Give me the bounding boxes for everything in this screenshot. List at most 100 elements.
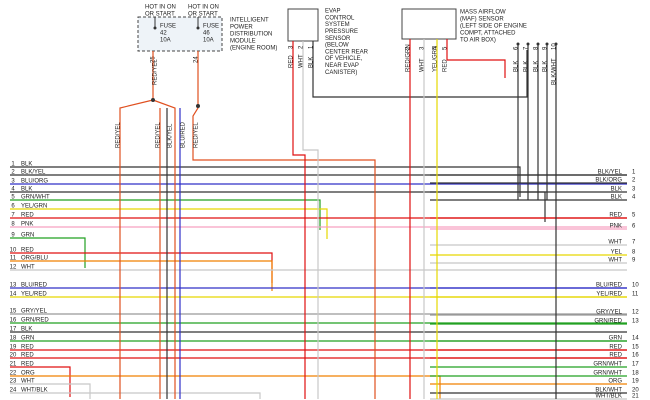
wire-label: GRN <box>21 233 34 239</box>
sensor-label: CONTROL <box>325 15 355 21</box>
wire-label: BLK <box>309 57 315 68</box>
pin-number: 14 <box>632 336 639 342</box>
wire-label: BLK <box>21 162 32 168</box>
pin-number: 19 <box>10 345 17 351</box>
splice <box>536 42 540 46</box>
module-label: POWER <box>230 25 253 31</box>
wire <box>10 199 321 230</box>
pin-number: 24 <box>10 388 17 394</box>
wire <box>10 260 273 291</box>
module-label: DISTRIBUTION <box>230 32 272 38</box>
wire <box>292 41 306 399</box>
pin-number: 7 <box>11 213 15 219</box>
pin-number: 4 <box>433 46 439 50</box>
pin-number: 1 <box>309 45 315 49</box>
wire-label: RED/YEL <box>194 122 200 148</box>
splice <box>526 42 530 46</box>
pin-number: 17 <box>10 327 17 333</box>
wire-label: PNK <box>610 224 622 230</box>
fuse-label: 46 <box>203 31 210 37</box>
sensor-label: OF VEHICLE, <box>325 56 363 62</box>
wire-label: WHT <box>299 54 305 68</box>
sensor-label: COMPT, ATTACHED <box>460 31 516 37</box>
pin-number: 9 <box>632 258 636 264</box>
pin-number: 12 <box>10 265 17 271</box>
wire-label: BLK/WHT <box>552 58 558 85</box>
wire-label: YEL/RED <box>596 292 622 298</box>
wire-label: RED <box>609 345 622 351</box>
wire-label: WHT <box>608 258 622 264</box>
wire-label: WHT <box>21 379 35 385</box>
sensor-label: MASS AIRFLOW <box>460 10 506 16</box>
splice <box>196 104 200 108</box>
wire-label: RED <box>21 248 34 254</box>
wire <box>312 41 528 98</box>
hot-label: HOT IN ON <box>145 5 176 11</box>
wire-label: WHT/BLK <box>595 394 622 400</box>
wire-label: GRN/WHT <box>21 195 50 201</box>
wire-label: GRN <box>21 336 34 342</box>
wire-label: BLK <box>611 195 622 201</box>
wire-label: WHT <box>21 265 35 271</box>
wire-label: BLK <box>543 61 549 72</box>
wire-label: RED <box>443 59 449 72</box>
wire-label: RED/GRN <box>406 44 412 72</box>
pin-number: 6 <box>632 224 636 230</box>
wire <box>192 51 376 399</box>
wire-label: RED/YEL <box>156 122 162 148</box>
sensor-label: TO AIR BOX) <box>460 38 496 44</box>
pin-number: 5 <box>632 213 636 219</box>
pin-number: 8 <box>11 222 15 228</box>
sensor-label: EVAP <box>325 9 341 15</box>
pin-number: 11 <box>10 256 17 262</box>
wire-label: RED <box>21 362 34 368</box>
pin-number: 21 <box>10 362 17 368</box>
wire-label: YEL/GRN <box>21 204 47 210</box>
wire <box>10 383 91 399</box>
wire-label: RED <box>609 353 622 359</box>
wire-label: BLK <box>514 61 520 72</box>
pin-number: 2 <box>299 45 305 49</box>
pin-number: 2 <box>11 170 15 176</box>
pin-number: 8 <box>632 250 636 256</box>
wire-label: BLK/WHT <box>595 388 622 394</box>
wire-label: BLK <box>524 61 530 72</box>
pin-number: 4 <box>632 195 636 201</box>
wire-label: GRN <box>609 336 622 342</box>
wire-label: WHT/BLK <box>21 388 48 394</box>
pin-number: 16 <box>10 318 17 324</box>
pin-number: 10 <box>632 283 639 289</box>
pin-number: 7 <box>524 46 530 50</box>
wire-label: GRY/YEL <box>21 309 48 315</box>
maf-sensor-box <box>401 8 457 40</box>
wire-label: PNK <box>21 222 33 228</box>
pin-number: 10 <box>552 43 558 50</box>
pin-number: 9 <box>11 233 15 239</box>
pin-number: 23 <box>10 379 17 385</box>
evap-sensor-box <box>287 8 319 42</box>
wire <box>119 51 154 399</box>
splice <box>516 42 520 46</box>
wire-label: ORG/BLU <box>21 256 48 262</box>
wire <box>10 237 86 268</box>
pin-number: 6 <box>11 204 15 210</box>
pin-number: 19 <box>632 379 639 385</box>
pin-number: 9 <box>543 46 549 50</box>
splice <box>554 42 558 46</box>
wire-label: YEL <box>611 250 623 256</box>
pin-number: 13 <box>10 283 17 289</box>
hot-label: OR START <box>188 12 218 18</box>
pin-number: 13 <box>632 319 639 325</box>
pin-number: 22 <box>10 371 17 377</box>
sensor-label: PRESSURE <box>325 29 358 35</box>
fuse-label: FUSE <box>160 24 176 30</box>
wire-label: RED/YEL <box>153 59 159 85</box>
splice <box>151 98 155 102</box>
wire-label: RED <box>609 213 622 219</box>
pin-number: 17 <box>632 362 639 368</box>
pin-number: 24 <box>194 56 200 63</box>
wire <box>302 41 319 399</box>
sensor-label: SENSOR <box>325 36 351 42</box>
wire-label: GRY/YEL <box>596 310 623 316</box>
